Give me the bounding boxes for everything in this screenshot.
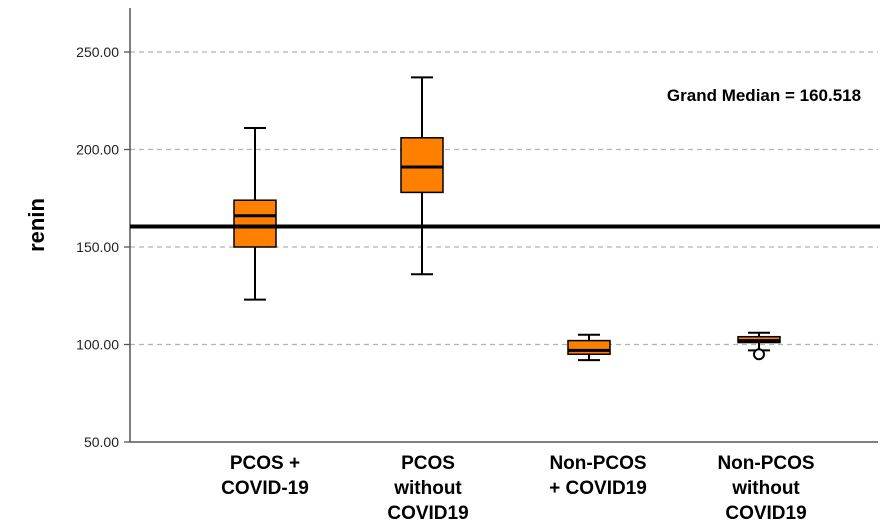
box-series [233, 76, 781, 362]
category-label-line: Non-PCOS [549, 453, 646, 474]
box-3 [567, 333, 611, 362]
category-label-line: COVID19 [725, 503, 806, 524]
category-label-2: PCOS without COVID19 [387, 453, 468, 524]
y-tick-label: 50.00 [84, 434, 119, 450]
category-label-line: PCOS [401, 453, 455, 474]
category-label-line: PCOS + [230, 453, 300, 474]
y-tick-labels: 50.00 100.00 150.00 200.00 250.00 [76, 44, 130, 450]
outlier-point [753, 348, 765, 361]
gridlines [130, 51, 878, 346]
box-1 [233, 127, 277, 301]
category-label-3: Non-PCOS + COVID19 [549, 453, 647, 499]
y-tick-label: 200.00 [76, 142, 119, 158]
box-4 [737, 331, 781, 361]
iqr-box [400, 137, 444, 194]
iqr-box [567, 339, 611, 356]
y-tick-label: 250.00 [76, 44, 119, 60]
category-label-1: PCOS + COVID-19 [221, 453, 309, 499]
category-label-line: COVID19 [387, 503, 468, 524]
y-tick-label: 150.00 [76, 239, 119, 255]
grand-median-annotation: Grand Median = 160.518 [667, 86, 861, 105]
category-label-line: Non-PCOS [717, 453, 814, 474]
box-2 [400, 76, 444, 276]
iqr-box [233, 199, 277, 248]
y-axis-title: renin [24, 198, 49, 252]
y-tick-label: 100.00 [76, 337, 119, 353]
category-label-line: COVID-19 [221, 478, 309, 499]
category-label-line: without [393, 478, 462, 499]
category-label-4: Non-PCOS without COVID19 [717, 453, 814, 524]
category-label-line: + COVID19 [549, 478, 647, 499]
category-label-line: without [731, 478, 800, 499]
